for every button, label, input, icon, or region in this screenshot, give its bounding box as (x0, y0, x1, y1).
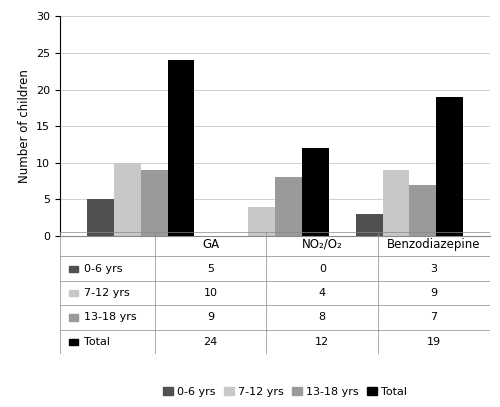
FancyBboxPatch shape (68, 290, 78, 296)
Text: 8: 8 (318, 313, 326, 322)
Bar (382, 170, 409, 236)
Bar (140, 170, 168, 236)
Bar (275, 177, 302, 236)
Text: 19: 19 (427, 337, 441, 347)
Text: Benzodiazepine: Benzodiazepine (388, 238, 481, 251)
FancyBboxPatch shape (68, 339, 78, 345)
Text: 0-6 yrs: 0-6 yrs (84, 264, 122, 274)
Text: 4: 4 (318, 288, 326, 298)
Text: 5: 5 (207, 264, 214, 274)
Bar (114, 163, 140, 236)
Text: NO₂/O₂: NO₂/O₂ (302, 238, 343, 251)
Text: GA: GA (202, 238, 219, 251)
Bar (356, 214, 382, 236)
Bar (410, 185, 436, 236)
Text: 7: 7 (430, 313, 438, 322)
Legend: 0-6 yrs, 7-12 yrs, 13-18 yrs, Total: 0-6 yrs, 7-12 yrs, 13-18 yrs, Total (158, 383, 412, 401)
Bar (168, 60, 194, 236)
Text: Total: Total (84, 337, 110, 347)
Text: 7-12 yrs: 7-12 yrs (84, 288, 130, 298)
Bar (87, 199, 114, 236)
Bar (248, 207, 275, 236)
Text: 24: 24 (204, 337, 218, 347)
Text: 12: 12 (315, 337, 330, 347)
Text: 9: 9 (430, 288, 438, 298)
Text: 10: 10 (204, 288, 218, 298)
Text: 3: 3 (430, 264, 438, 274)
FancyBboxPatch shape (68, 266, 78, 272)
Text: 0: 0 (319, 264, 326, 274)
Bar (436, 97, 463, 236)
Text: 9: 9 (207, 313, 214, 322)
FancyBboxPatch shape (68, 315, 78, 321)
Bar (302, 148, 329, 236)
Text: 13-18 yrs: 13-18 yrs (84, 313, 136, 322)
Y-axis label: Number of children: Number of children (18, 69, 30, 183)
